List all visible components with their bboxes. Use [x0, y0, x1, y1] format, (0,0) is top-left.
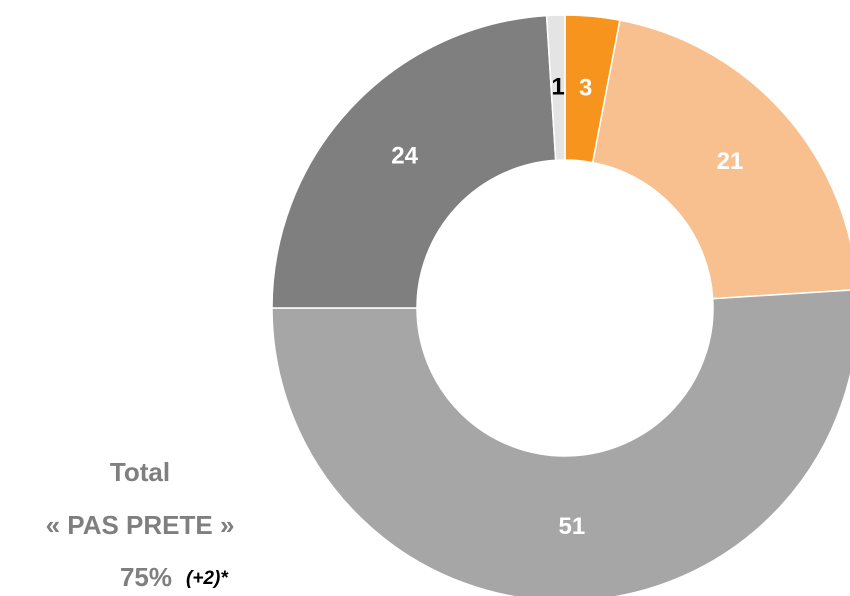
annotation-value: 75% — [120, 562, 172, 592]
annotation-line: « PAS PRETE » — [46, 510, 235, 540]
annotation-line: Total — [110, 457, 170, 487]
data-label: 1 — [551, 73, 564, 100]
donut-slice — [271, 289, 850, 596]
donut — [271, 14, 850, 596]
data-label: 3 — [579, 74, 592, 101]
annotation-note: (+2)* — [186, 568, 229, 589]
donut-slice — [271, 14, 557, 309]
data-label: 51 — [559, 513, 586, 540]
data-label: 21 — [717, 148, 744, 175]
donut-slice — [591, 19, 850, 300]
data-label: 24 — [391, 143, 418, 170]
donut-slice — [545, 14, 566, 162]
